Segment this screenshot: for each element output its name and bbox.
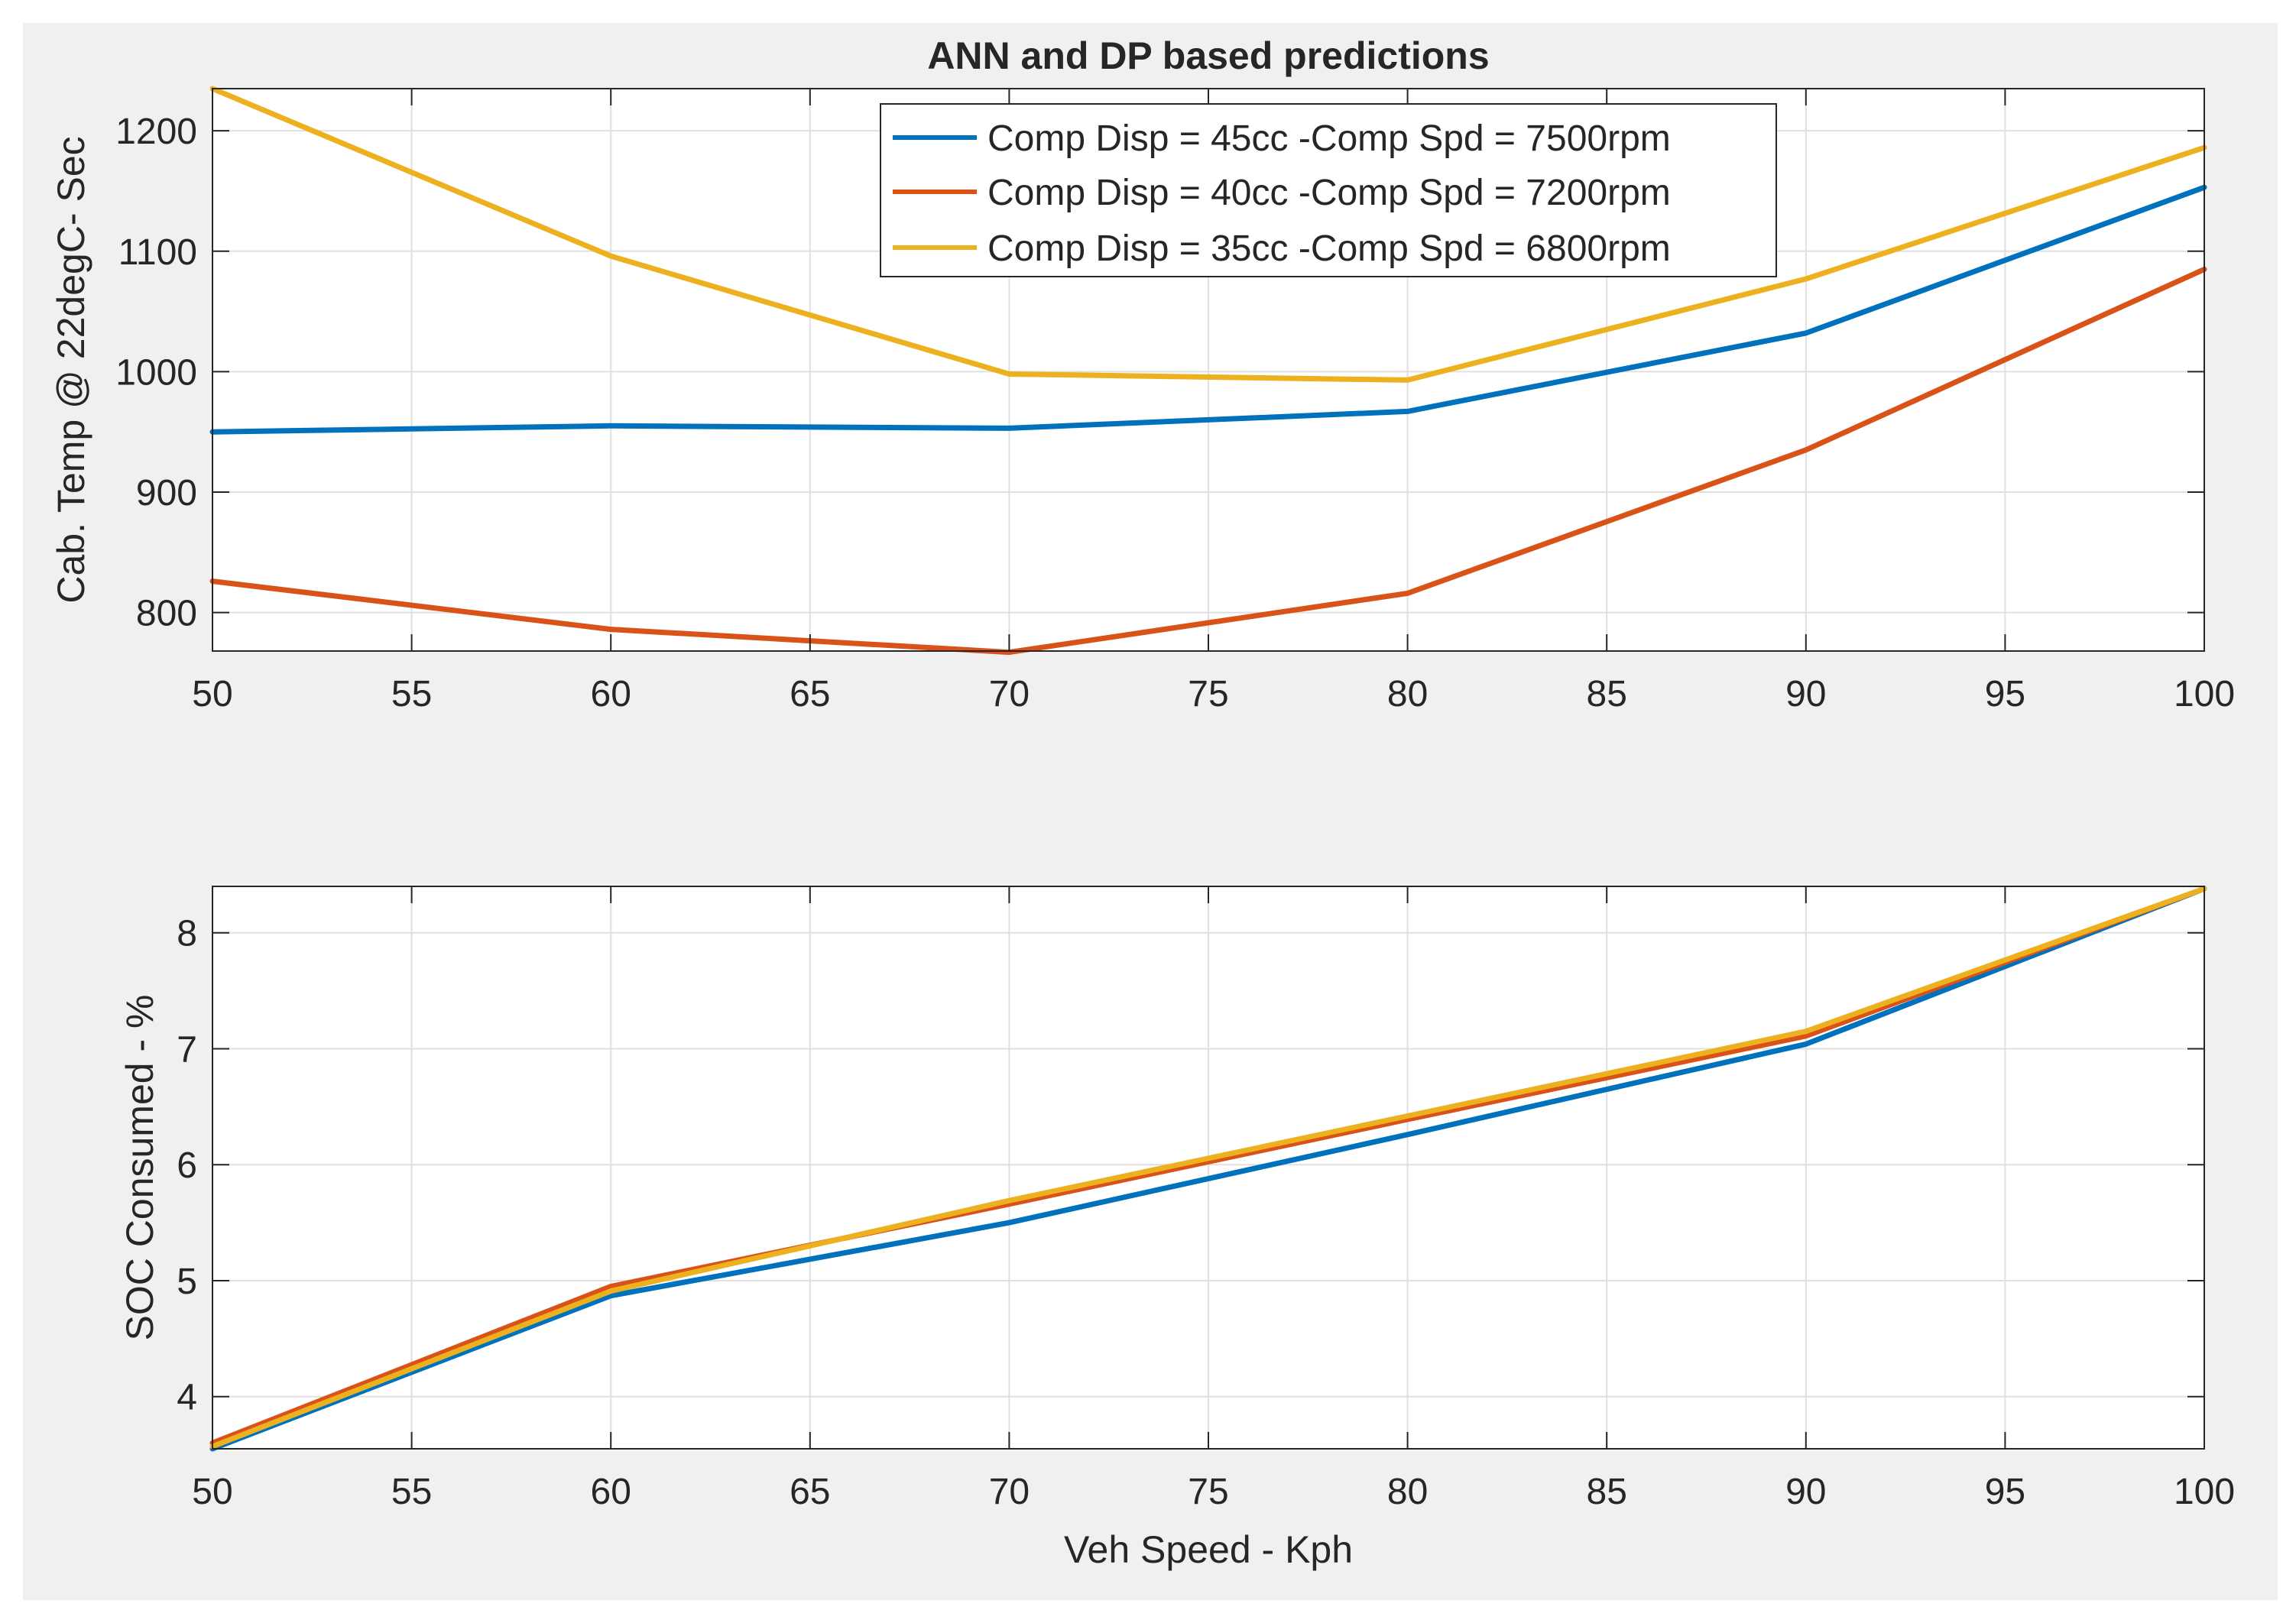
legend-entry-35cc: Comp Disp = 35cc -Comp Spd = 6800rpm (987, 228, 1671, 269)
soc-consumed-plot: 50 55 60 65 70 75 80 85 90 95 100 4 5 6 7 8 Veh Speed -… (118, 886, 2235, 1571)
y-tick-label: 1000 (115, 352, 197, 393)
series-line (209, 886, 2207, 1450)
y-tick-label: 6 (177, 1145, 197, 1186)
tick-labels: 50 55 60 65 70 75 80 85 90 95 100 4 5 6 7 8 (177, 886, 2235, 1512)
series-lines (209, 886, 2207, 1452)
y-tick-label: 5 (177, 1262, 197, 1302)
x-tick-label: 100 (2174, 674, 2235, 714)
x-tick-label: 80 (1387, 674, 1428, 714)
grid (212, 886, 2205, 1449)
series-line (209, 184, 2207, 435)
x-tick-label: 90 (1785, 674, 1826, 714)
x-tick-label: 65 (790, 1472, 830, 1512)
x-tick-label: 60 (591, 674, 631, 714)
x-tick-label: 95 (1985, 1472, 2025, 1512)
series-line (209, 886, 2207, 1452)
x-tick-label: 50 (192, 674, 232, 714)
x-tick-label: 90 (1785, 1472, 1826, 1512)
legend: Comp Disp = 45cc -Comp Spd = 7500rpm Com… (880, 103, 1777, 277)
x-tick-label: 75 (1188, 1472, 1228, 1512)
series-line (209, 86, 2207, 383)
x-tick-label: 70 (989, 674, 1030, 714)
x-tick-label: 60 (591, 1472, 631, 1512)
x-axis-label: Veh Speed - Kph (1064, 1528, 1353, 1571)
y-axis-label: Cab. Temp @ 22degC- Sec (50, 136, 92, 603)
x-tick-label: 100 (2174, 1472, 2235, 1512)
y-tick-label: 7 (177, 1029, 197, 1070)
y-tick-label: 800 (136, 594, 197, 634)
x-tick-label: 85 (1587, 674, 1627, 714)
x-tick-label: 80 (1387, 1472, 1428, 1512)
y-tick-label: 1200 (115, 112, 197, 152)
y-tick-label: 4 (177, 1378, 197, 1418)
y-axis-label: SOC Consumed - % (118, 995, 161, 1341)
y-tick-label: 8 (177, 914, 197, 954)
chart-title: ANN and DP based predictions (927, 34, 1489, 77)
legend-entry-45cc: Comp Disp = 45cc -Comp Spd = 7500rpm (987, 118, 1671, 159)
cabin-temp-plot: 50 55 60 65 70 75 80 85 90 95 100 800 900 1000 1100 120… (50, 34, 2235, 714)
x-tick-label: 95 (1985, 674, 2025, 714)
x-tick-label: 70 (989, 1472, 1030, 1512)
x-tick-label: 50 (192, 1472, 232, 1512)
series-lines (209, 86, 2207, 656)
series-line (209, 266, 2207, 656)
legend-entry-40cc: Comp Disp = 40cc -Comp Spd = 7200rpm (987, 173, 1671, 213)
x-tick-label: 85 (1587, 1472, 1627, 1512)
x-tick-label: 55 (391, 1472, 432, 1512)
series-line (209, 886, 2207, 1446)
x-tick-label: 75 (1188, 674, 1228, 714)
legend-box (880, 103, 1777, 277)
tick-labels: 50 55 60 65 70 75 80 85 90 95 100 800 900 1000 1100 120… (115, 89, 2235, 714)
y-tick-label: 1100 (118, 232, 197, 273)
x-tick-label: 55 (391, 674, 432, 714)
x-tick-label: 65 (790, 674, 830, 714)
y-tick-label: 900 (136, 473, 197, 513)
